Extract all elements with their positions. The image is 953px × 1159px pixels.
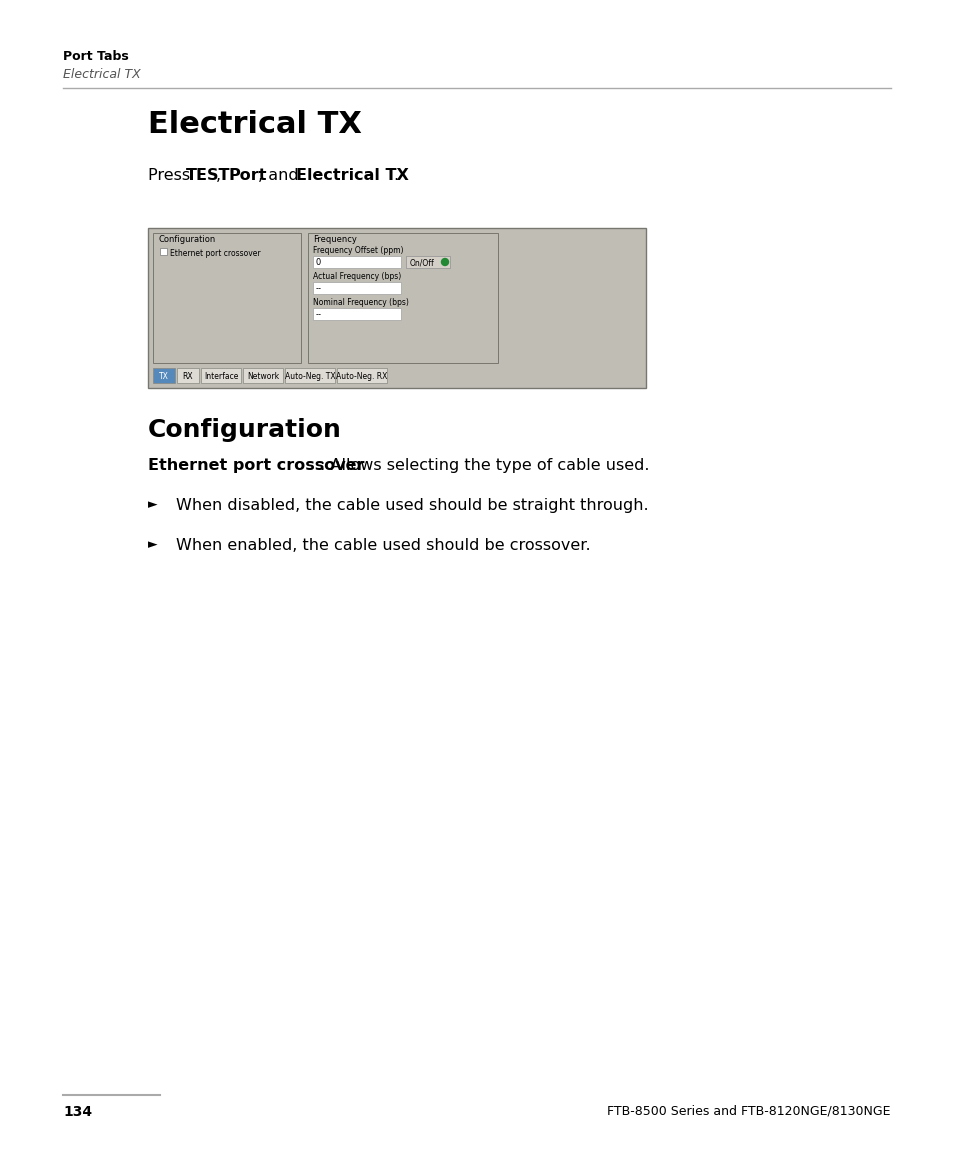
Text: Ethernet port crossover: Ethernet port crossover (148, 458, 364, 473)
Circle shape (441, 258, 448, 265)
Bar (313, 282, 400, 294)
Text: TEST: TEST (186, 168, 230, 183)
Text: ►: ► (148, 538, 157, 551)
Text: Port Tabs: Port Tabs (63, 50, 129, 63)
Text: Actual Frequency (bps): Actual Frequency (bps) (313, 272, 401, 280)
Text: TX: TX (159, 372, 169, 381)
Text: Interface: Interface (204, 372, 238, 381)
Text: Frequency Offset (ppm): Frequency Offset (ppm) (313, 246, 403, 255)
Text: Nominal Frequency (bps): Nominal Frequency (bps) (313, 298, 409, 307)
Text: ►: ► (148, 498, 157, 511)
Text: , and: , and (258, 168, 304, 183)
Bar (406, 256, 450, 268)
Bar (313, 308, 400, 320)
Text: Electrical TX: Electrical TX (295, 168, 409, 183)
Bar (313, 256, 400, 268)
Text: ,: , (215, 168, 226, 183)
Bar (243, 369, 283, 382)
Text: FTB-8500 Series and FTB-8120NGE/8130NGE: FTB-8500 Series and FTB-8120NGE/8130NGE (607, 1105, 890, 1118)
Text: Press: Press (148, 168, 195, 183)
Text: Auto-Neg. TX: Auto-Neg. TX (284, 372, 335, 381)
Bar (160, 248, 167, 255)
Text: Frequency: Frequency (313, 235, 356, 245)
Bar (201, 369, 241, 382)
Text: Configuration: Configuration (159, 235, 216, 245)
Bar (152, 369, 174, 382)
Text: Configuration: Configuration (148, 418, 341, 442)
Text: Network: Network (247, 372, 279, 381)
Text: 0: 0 (315, 258, 321, 267)
Text: --: -- (315, 309, 322, 319)
Text: Port: Port (228, 168, 267, 183)
Text: On/Off: On/Off (410, 258, 435, 267)
Text: 134: 134 (63, 1105, 92, 1118)
Bar (308, 233, 497, 363)
Bar (177, 369, 199, 382)
Text: Electrical TX: Electrical TX (63, 68, 141, 81)
Text: --: -- (315, 284, 322, 293)
Text: RX: RX (182, 372, 193, 381)
Bar (152, 233, 301, 363)
Text: When enabled, the cable used should be crossover.: When enabled, the cable used should be c… (175, 538, 590, 553)
Bar (285, 369, 335, 382)
Text: Auto-Neg. RX: Auto-Neg. RX (336, 372, 387, 381)
Text: When disabled, the cable used should be straight through.: When disabled, the cable used should be … (175, 498, 648, 513)
Text: .: . (394, 168, 398, 183)
Bar (148, 228, 645, 388)
Bar (336, 369, 387, 382)
Text: Ethernet port crossover: Ethernet port crossover (170, 249, 260, 258)
Text: : Allows selecting the type of cable used.: : Allows selecting the type of cable use… (320, 458, 649, 473)
Text: Electrical TX: Electrical TX (148, 110, 361, 139)
